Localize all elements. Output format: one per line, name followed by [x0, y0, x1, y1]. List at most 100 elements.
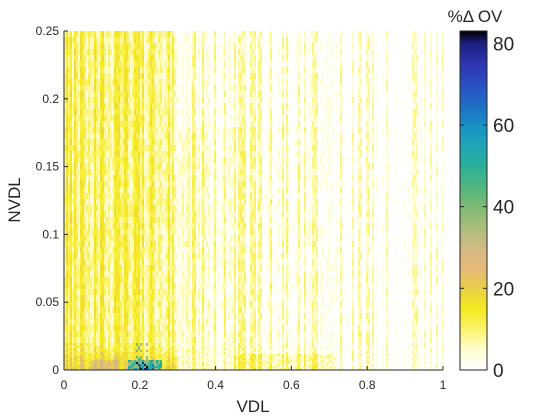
heatmap-cell — [68, 133, 70, 139]
heatmap-cell — [142, 31, 144, 37]
heatmap-cell — [74, 277, 76, 283]
heatmap-cell — [80, 67, 82, 73]
heatmap-cell — [94, 37, 96, 43]
heatmap-cell — [110, 43, 112, 49]
heatmap-cell — [110, 217, 112, 223]
heatmap-cell — [108, 235, 110, 241]
heatmap-cell — [184, 217, 186, 223]
heatmap-cell — [164, 235, 166, 241]
heatmap-cell — [176, 121, 178, 127]
heatmap-cell — [196, 241, 198, 247]
heatmap-cell — [92, 271, 94, 277]
heatmap-cell — [230, 127, 232, 133]
heatmap-cell — [88, 79, 90, 85]
heatmap-cell — [252, 313, 254, 319]
heatmap-cell — [90, 319, 92, 325]
heatmap-cell — [240, 289, 242, 295]
heatmap-cell — [204, 271, 206, 277]
heatmap-cell — [94, 271, 96, 277]
heatmap-cell — [128, 145, 130, 151]
heatmap-cell — [168, 259, 170, 265]
heatmap-cell — [162, 325, 164, 331]
heatmap-cell — [92, 103, 94, 109]
heatmap-cell — [74, 211, 76, 217]
heatmap-cell — [240, 253, 242, 259]
heatmap-cell — [252, 43, 254, 49]
heatmap-cell — [122, 145, 124, 151]
heatmap-cell — [244, 97, 246, 103]
heatmap-cell — [78, 37, 80, 43]
heatmap-cell — [150, 163, 152, 169]
heatmap-cell — [132, 61, 134, 67]
heatmap-cell — [118, 37, 120, 43]
heatmap-cell — [102, 187, 104, 193]
heatmap-cell — [122, 265, 124, 271]
heatmap-cell — [192, 85, 194, 91]
heatmap-cell — [130, 151, 132, 157]
heatmap-cell — [228, 145, 230, 151]
heatmap-cell — [224, 175, 226, 181]
heatmap-cell — [100, 37, 102, 43]
heatmap-cell — [136, 277, 138, 283]
heatmap-cell — [90, 277, 92, 283]
heatmap-cell — [78, 205, 80, 211]
heatmap-cell — [164, 307, 166, 313]
heatmap-cell — [230, 181, 232, 187]
heatmap-cell — [122, 223, 124, 229]
heatmap-cell — [124, 193, 126, 199]
heatmap-cell — [222, 169, 224, 175]
heatmap-cell — [228, 139, 230, 145]
heatmap-cell — [134, 121, 136, 127]
heatmap-cell — [84, 283, 86, 289]
heatmap-cell — [106, 253, 108, 259]
heatmap-cell — [222, 175, 224, 181]
heatmap-cell — [226, 127, 228, 133]
heatmap-cell — [156, 133, 158, 139]
heatmap-cell — [224, 211, 226, 217]
heatmap-cell — [124, 175, 126, 181]
heatmap-cell — [166, 151, 168, 157]
heatmap-cell — [128, 61, 130, 67]
heatmap-cell — [80, 175, 82, 181]
heatmap-cell — [164, 85, 166, 91]
heatmap-cell — [204, 133, 206, 139]
heatmap-cell — [138, 319, 140, 325]
heatmap-cell — [120, 193, 122, 199]
heatmap-cell — [232, 145, 234, 151]
heatmap-cell — [116, 85, 118, 91]
heatmap-cell — [232, 217, 234, 223]
heatmap-cell — [104, 295, 106, 301]
heatmap-cell — [204, 253, 206, 259]
heatmap-cell — [202, 259, 204, 265]
heatmap-cell — [182, 199, 184, 205]
heatmap-cell — [256, 271, 258, 277]
heatmap-cell — [70, 277, 72, 283]
heatmap-cell — [106, 97, 108, 103]
heatmap-cell — [166, 199, 168, 205]
heatmap-cell — [124, 115, 126, 121]
heatmap-cell — [140, 301, 142, 307]
heatmap-cell — [214, 217, 216, 223]
heatmap-cell — [148, 67, 150, 73]
heatmap-cell — [194, 157, 196, 163]
heatmap-cell — [238, 139, 240, 145]
heatmap-cell — [182, 91, 184, 97]
heatmap-cell — [242, 265, 244, 271]
heatmap-cell — [80, 169, 82, 175]
heatmap-cell — [228, 217, 230, 223]
heatmap-cell — [142, 217, 144, 223]
heatmap-cell — [78, 313, 80, 319]
heatmap-cell — [120, 127, 122, 133]
heatmap-cell — [156, 325, 158, 331]
heatmap-cell — [250, 79, 252, 85]
heatmap-cell — [158, 37, 160, 43]
heatmap-cell — [166, 277, 168, 283]
heatmap-cell — [174, 259, 176, 265]
heatmap-cell — [168, 67, 170, 73]
heatmap-cell — [204, 37, 206, 43]
heatmap-cell — [108, 61, 110, 67]
heatmap-cell — [150, 133, 152, 139]
heatmap-cell — [222, 301, 224, 307]
heatmap-cell — [82, 325, 84, 331]
heatmap-cell — [108, 259, 110, 265]
